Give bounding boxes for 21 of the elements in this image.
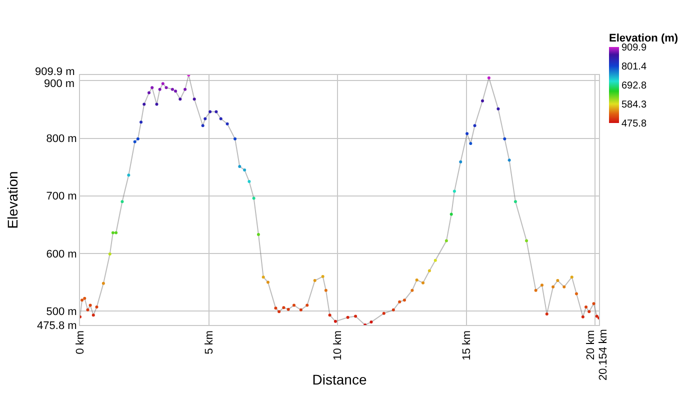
y-tick-label: 500 m [46, 306, 77, 318]
color-bar-title: Elevation (m) [609, 32, 678, 44]
color-bar-label: 475.8 [622, 118, 647, 130]
y-tick-label: 909.9 m [35, 66, 75, 78]
x-tick-label: 0 km [74, 330, 87, 354]
x-tick-label: 20 km [585, 330, 598, 360]
y-tick-label: 475.8 m [37, 320, 77, 332]
y-tick-label: 800 m [46, 133, 77, 146]
y-tick-label: 600 m [46, 248, 77, 260]
x-tick-label: 10 km [332, 330, 344, 360]
x-tick-label: 5 km [203, 330, 216, 354]
x-tick-label: 15 km [460, 330, 473, 360]
color-bar-label: 692.8 [622, 80, 647, 92]
y-axis-title: Elevation [4, 171, 21, 229]
y-tick-label: 900 m [44, 78, 75, 90]
color-bar-label: 584.3 [622, 100, 647, 110]
x-axis-title: Distance [312, 372, 367, 388]
color-bar-label: 909.9 [622, 42, 647, 54]
color-bar-label: 801.4 [622, 62, 647, 72]
x-tick-label: 20.154 km [598, 329, 610, 380]
y-tick-label: 700 m [46, 190, 77, 203]
